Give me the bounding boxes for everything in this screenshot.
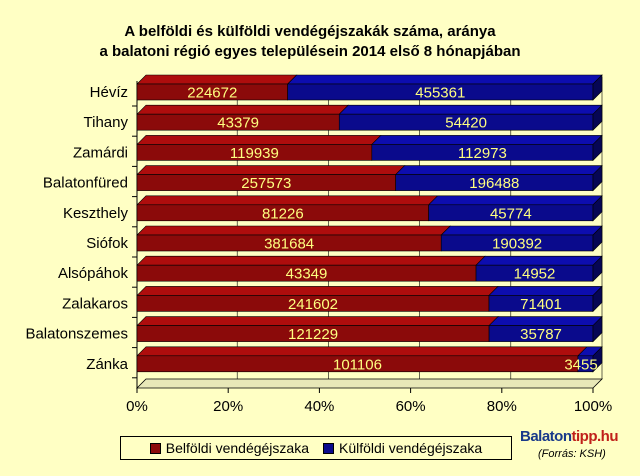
data-label: 45774 [490,205,532,222]
bar-top-face [427,195,603,206]
data-label: 35787 [520,326,562,343]
category-label: Siófok [86,235,128,252]
chart-title: A belföldi és külföldi vendégéjszakák sz… [70,22,550,62]
data-label: 3455 [564,356,597,373]
legend-swatch-foreign [323,442,334,454]
bar-top-face [136,74,298,85]
bar-top-face [136,286,499,296]
data-label: 119939 [230,145,279,162]
bar-top-face [136,104,349,115]
x-tick-label: 0% [126,398,148,415]
legend-label-domestic: Belföldi vendégéjszaka [165,440,309,456]
bar-side-face [592,315,603,343]
data-label: 257573 [241,175,291,192]
bar-side-face [592,255,603,282]
legend-label-foreign: Külföldi vendégéjszaka [339,440,483,456]
data-label: 14952 [514,266,556,283]
chart-floor [136,378,603,389]
data-label: 54420 [445,115,487,132]
brand-logo[interactable]: Balatontipp.hu [520,428,632,445]
bar-side-face [592,104,603,131]
x-tick-label: 80% [487,398,517,415]
x-tick-label: 20% [213,398,243,415]
bar-top-face [488,286,603,296]
data-label: 381684 [264,236,314,253]
brand-part-2: tipp.hu [571,428,619,445]
bar-side-face [592,134,603,162]
bar-side-face [592,195,603,222]
x-tick-label: 40% [304,398,334,415]
bar-top-face [136,135,382,145]
category-label: Tihany [84,114,129,131]
bar-top-face [286,74,603,85]
brand-part-1: Balaton [520,428,572,445]
data-label: 241602 [288,296,338,313]
category-label: Zánka [86,356,128,373]
category-label: Zamárdi [73,144,128,161]
bar-top-face [394,165,603,175]
legend: Belföldi vendégéjszaka Külföldi vendégéj… [120,436,512,460]
bar-side-face [592,285,603,313]
data-label: 101106 [333,356,382,373]
bar-top-face [136,195,439,206]
bar-top-face [136,346,588,357]
data-label: 81226 [262,205,304,222]
data-label: 455361 [415,85,465,102]
bar-top-face [136,165,406,175]
bar-top-face [475,255,603,266]
data-label: 121229 [288,326,338,343]
bar-side-face [592,164,603,192]
legend-item-foreign: Külföldi vendégéjszaka [323,440,482,456]
bar-top-face [488,316,603,326]
data-label: 196488 [469,175,519,192]
bar-top-face [136,255,486,266]
data-label: 112973 [458,145,507,162]
x-tick-label: 60% [396,398,426,415]
x-tick-label: 100% [574,398,612,415]
bar-top-face [136,225,451,236]
bar-side-face [592,74,603,101]
category-label: Zalakaros [62,295,128,312]
category-label: Keszthely [63,205,129,222]
data-label: 190392 [492,236,542,253]
data-label: 224672 [187,85,237,102]
bar-top-face [440,225,603,236]
legend-item-domestic: Belföldi vendégéjszaka [149,440,309,456]
bar-top-face [338,104,603,115]
data-label: 71401 [520,296,562,313]
category-label: Alsópáhok [58,265,129,282]
category-label: Balatonszemes [25,326,128,343]
chart-title-line-1: A belföldi és külföldi vendégéjszakák sz… [124,23,496,40]
source-note: (Forrás: KSH) [538,448,606,460]
data-label: 43349 [286,266,328,283]
data-label: 43379 [217,115,259,132]
legend-swatch-domestic [149,442,161,454]
bar-side-face [592,346,603,373]
bar-top-face [371,135,603,145]
bar-top-face [136,316,499,326]
stacked-bar-chart: 0% 20% 40% 60% 80% 100% Hévíz 224672 455361 Tihan… [25,74,612,415]
chart-title-line-2: a balatoni régió egyes településein 2014… [99,43,521,60]
category-label: Balatonfüred [43,175,128,192]
bar-side-face [592,225,603,252]
category-label: Hévíz [90,84,128,101]
